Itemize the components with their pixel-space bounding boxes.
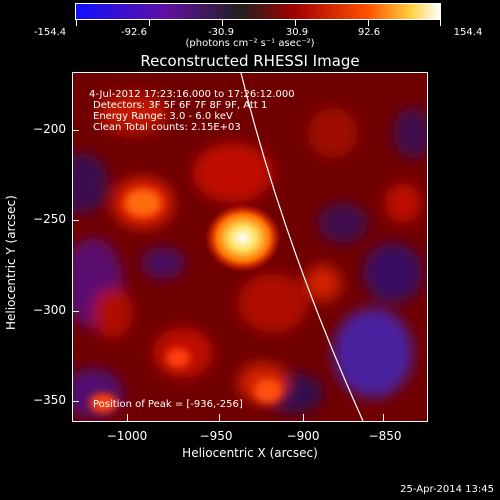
colorbar-tick xyxy=(368,20,369,26)
info-time: 4-Jul-2012 17:23:16.000 to 17:26:12.000 xyxy=(89,89,295,100)
x-tick-mark xyxy=(219,414,220,421)
info-detectors: Detectors: 3F 5F 6F 7F 8F 9F, Att 1 xyxy=(93,100,268,111)
x-tick-label: −950 xyxy=(199,429,233,443)
x-tick-label: −900 xyxy=(286,429,320,443)
x-tick-mark xyxy=(383,414,384,421)
x-tick-mark xyxy=(303,414,304,421)
y-tick-label: −350 xyxy=(33,393,66,407)
colorbar-tick xyxy=(76,20,77,26)
y-axis-label: Heliocentric Y (arcsec) xyxy=(4,195,18,330)
x-tick-mark xyxy=(127,414,128,421)
colorbar-gradient xyxy=(76,4,440,19)
colorbar-label: -154.4 xyxy=(33,27,67,38)
timestamp: 25-Apr-2014 13:45 xyxy=(400,484,494,495)
colorbar-tick xyxy=(149,20,150,26)
colorbar-label: 154.4 xyxy=(453,27,483,38)
colorbar-tick xyxy=(222,20,223,26)
colorbar-label: -92.6 xyxy=(121,27,147,38)
colorbar-tick xyxy=(295,20,296,26)
x-tick-label: −1000 xyxy=(106,429,148,443)
y-tick-mark xyxy=(72,130,79,131)
info-energy: Energy Range: 3.0 - 6.0 keV xyxy=(93,111,233,122)
y-tick-mark xyxy=(72,311,79,312)
y-tick-mark xyxy=(72,220,79,221)
colorbar-label: -30.9 xyxy=(208,27,234,38)
y-tick-label: −250 xyxy=(33,212,66,226)
colorbar-label: 92.6 xyxy=(357,27,381,38)
rhessi-image xyxy=(73,73,427,421)
y-tick-label: −300 xyxy=(33,303,66,317)
peak-position: Position of Peak = [-936,-256] xyxy=(93,399,243,410)
info-clean: Clean Total counts: 2.15E+03 xyxy=(93,122,241,133)
x-axis-label: Heliocentric X (arcsec) xyxy=(182,446,318,460)
image-plot: 4-Jul-2012 17:23:16.000 to 17:26:12.000 … xyxy=(72,72,428,422)
solar-limb xyxy=(240,73,364,421)
colorbar-tick xyxy=(440,20,441,26)
image-title: Reconstructed RHESSI Image xyxy=(140,52,360,70)
colorbar-units: (photons cm⁻² s⁻¹ asec⁻²) xyxy=(185,38,315,49)
colorbar-label: 30.9 xyxy=(285,27,309,38)
colorbar xyxy=(75,3,441,20)
y-tick-mark xyxy=(72,401,79,402)
y-tick-label: −200 xyxy=(33,122,66,136)
x-tick-label: −850 xyxy=(368,429,402,443)
